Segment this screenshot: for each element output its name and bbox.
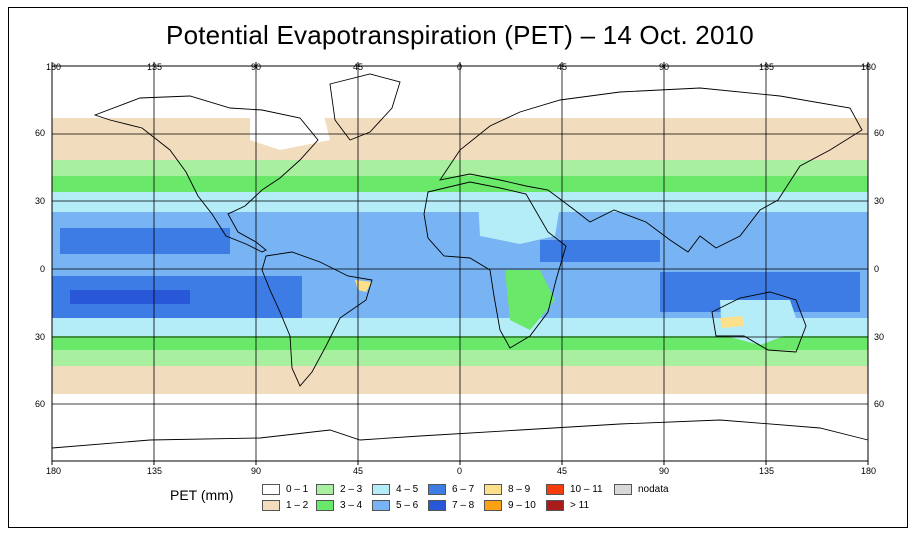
coastlines (51, 73, 869, 449)
right-lat-label: 30 (874, 332, 885, 342)
legend-label: 1 – 2 (286, 500, 309, 511)
legend-swatch (546, 484, 564, 495)
legend-label: 9 – 10 (508, 500, 536, 511)
top-lon-label: 45 (557, 62, 568, 72)
bottom-lon-label: 180 (46, 466, 62, 476)
bottom-lon-label: 90 (251, 466, 262, 476)
legend-label: 6 – 7 (452, 484, 475, 495)
bottom-lon-label: 135 (147, 466, 163, 476)
africa-outline (423, 181, 567, 349)
legend-swatch (484, 484, 502, 495)
right-lat-label: 60 (874, 128, 885, 138)
top-lon-label: 180 (861, 62, 877, 72)
left-lat-label: 30 (35, 196, 46, 206)
legend-label: 3 – 4 (340, 500, 363, 511)
top-lon-label: 90 (251, 62, 262, 72)
top-lon-label: 180 (46, 62, 62, 72)
left-lat-label: 0 (40, 264, 46, 274)
graticule (52, 66, 868, 461)
legend-label: 7 – 8 (452, 500, 475, 511)
legend-label: > 11 (570, 500, 589, 511)
legend-label: nodata (638, 484, 669, 495)
right-lat-label: 60 (874, 399, 885, 409)
legend-title: PET (mm) (170, 487, 234, 503)
legend-label: 8 – 9 (508, 484, 531, 495)
legend-label: 0 – 1 (286, 484, 309, 495)
north-america-outline (93, 95, 319, 253)
south-america-outline (261, 251, 373, 387)
top-lon-label: 135 (759, 62, 775, 72)
antarctica-outline (51, 419, 869, 449)
top-lon-label: 90 (659, 62, 670, 72)
legend-swatch (546, 500, 564, 511)
legend-swatch (372, 500, 390, 511)
left-lat-label: 30 (35, 332, 46, 342)
bottom-lon-label: 180 (861, 466, 877, 476)
bottom-lon-label: 0 (457, 466, 463, 476)
bottom-lon-label: 135 (759, 466, 775, 476)
legend-swatch (316, 500, 334, 511)
bottom-lon-label: 45 (557, 466, 568, 476)
legend-label: 5 – 6 (396, 500, 419, 511)
top-lon-label: 135 (147, 62, 163, 72)
left-lat-label: 60 (35, 399, 46, 409)
bottom-lon-label: 45 (353, 466, 364, 476)
australia-outline (711, 291, 807, 353)
legend-swatch (262, 500, 280, 511)
legend-swatch (428, 500, 446, 511)
greenland-outline (329, 73, 401, 141)
legend-swatch (484, 500, 502, 511)
left-lat-label: 60 (35, 128, 46, 138)
legend-swatch (428, 484, 446, 495)
legend-label: 10 – 11 (570, 484, 603, 495)
right-lat-label: 30 (874, 196, 885, 206)
top-lon-label: 45 (353, 62, 364, 72)
legend-label: 4 – 5 (396, 484, 419, 495)
legend-swatch (372, 484, 390, 495)
eurasia-outline (439, 87, 863, 253)
map-title: Potential Evapotranspiration (PET) – 14 … (166, 20, 754, 50)
bottom-lon-label: 90 (659, 466, 670, 476)
lon-ticks (51, 62, 869, 465)
figure-frame (8, 7, 908, 528)
legend-swatch (316, 484, 334, 495)
top-lon-label: 0 (457, 62, 463, 72)
legend-swatch (614, 484, 632, 495)
right-lat-label: 0 (874, 264, 880, 274)
legend-swatch (262, 484, 280, 495)
legend-label: 2 – 3 (340, 484, 363, 495)
